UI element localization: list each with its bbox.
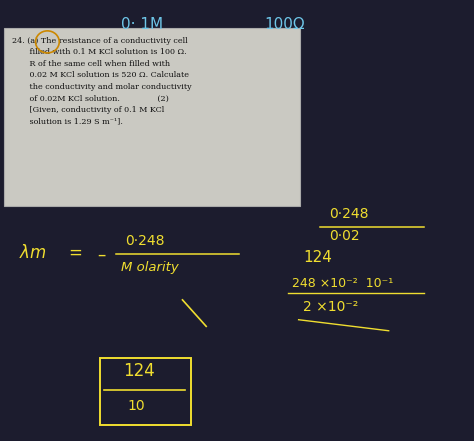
FancyBboxPatch shape (4, 28, 300, 206)
Text: 0· 1M: 0· 1M (121, 17, 163, 32)
Text: 2 ×10⁻²: 2 ×10⁻² (303, 300, 359, 314)
Text: 0·248: 0·248 (126, 234, 165, 248)
Text: 10: 10 (127, 399, 145, 413)
FancyBboxPatch shape (100, 358, 191, 425)
Text: 100Ω: 100Ω (264, 17, 305, 32)
Text: 124: 124 (123, 362, 155, 380)
Text: 24. (a) The resistance of a conductivity cell
       filled with 0.1 M KCl solut: 24. (a) The resistance of a conductivity… (12, 37, 191, 126)
Text: 124: 124 (303, 250, 332, 265)
Text: $\lambda$m: $\lambda$m (19, 244, 46, 262)
Text: 0·248: 0·248 (329, 207, 369, 221)
Text: 0·02: 0·02 (329, 229, 360, 243)
Text: =: = (69, 244, 82, 262)
Text: M olarity: M olarity (121, 261, 179, 274)
Text: –: – (97, 246, 106, 264)
Text: 248 ×10⁻²  10⁻¹: 248 ×10⁻² 10⁻¹ (292, 277, 393, 290)
